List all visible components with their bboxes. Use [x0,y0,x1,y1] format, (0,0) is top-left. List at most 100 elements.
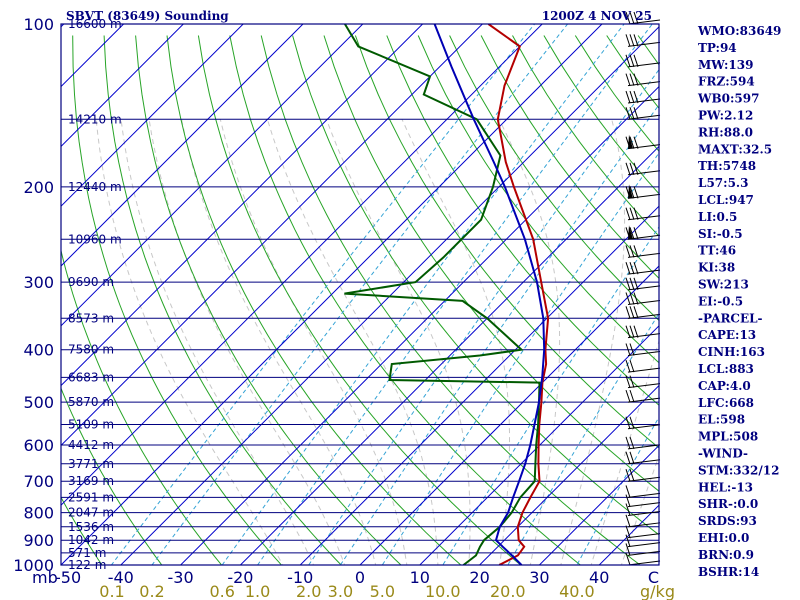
index-item: WB0:597 [697,92,759,106]
wind-barb [625,90,661,104]
isotherm-line [61,24,484,447]
dry-adiabat-line [386,35,659,406]
mixing-ratio-line [507,312,659,565]
mixing-ratio-label: 10.0 [425,582,461,600]
mixing-ratio-line [339,103,659,565]
pressure-tick-label: 1000 [13,556,54,575]
height-label: 2591 m [68,490,114,504]
temperature-tick-label: 0 [355,568,365,587]
dry-adiabat-line [103,35,342,565]
sounding-curves [344,24,550,565]
index-item: HEL:-13 [698,480,753,494]
mixing-ratio-label: 0.2 [139,582,164,600]
index-item: TH:5748 [698,159,756,173]
wind-barb [625,343,661,357]
temperature-tick-label: C [648,568,659,587]
pressure-tick-label: 500 [23,393,54,412]
index-item: -PARCEL- [698,311,763,325]
wind-barb [625,325,661,339]
temperature-tick-label: 10 [410,568,430,587]
wind-barb [625,11,661,25]
dry-adiabat-line [480,35,659,280]
index-item: BRN:0.9 [698,548,754,562]
index-item: TP:94 [698,41,737,55]
wind-barb [625,73,661,87]
pressure-tick-label: 300 [23,273,54,292]
height-label: 10960 m [68,232,122,246]
isotherm-line [179,85,659,565]
isotherm-line [239,145,659,565]
index-item: SW:213 [698,278,749,292]
dry-adiabat-line [292,35,659,536]
height-label: 7580 m [68,343,114,357]
mixing-ratio-unit: g/kg [640,582,675,600]
isotherm-line [120,26,659,565]
index-item: LFC:668 [698,396,754,410]
wind-barb [625,225,661,240]
index-item: LCL:883 [698,362,754,376]
dry-adiabat-line [449,35,659,322]
chart-title: SBVT (83649) Sounding [66,9,229,23]
index-item: EI:-0.5 [698,294,743,308]
index-item: -WIND- [698,447,748,461]
stability-indices-panel: WMO:83649 TP:94 MW:139 FRZ:594 WB0:597 PW:2.1… [697,24,781,579]
height-label: 8573 m [68,311,114,325]
pressure-tick-label: 600 [23,436,54,455]
moist-adiabat-line [590,339,659,565]
index-item: EHI:0.0 [698,531,749,545]
mixing-ratio-line [442,226,659,565]
height-label: 9690 m [68,275,114,289]
temperature-tick-label: 30 [529,568,549,587]
wind-barb [625,503,661,516]
dry-adiabat-line [354,35,659,449]
isotherm-line [61,24,244,207]
index-item: TT:46 [698,244,736,258]
wind-barb [625,277,661,291]
pressure-tick-label: 400 [23,341,54,360]
temperature-tick-label: 40 [589,568,609,587]
mixing-ratio-line [151,24,568,565]
wind-barb [625,534,661,548]
plot-border [60,23,660,566]
index-item: SHR-:0.0 [698,497,758,511]
wind-barb [625,525,661,539]
temperature-tick-label: -50 [55,568,81,587]
height-label: 4412 m [68,438,114,452]
temperature-tick-label: -40 [108,568,134,587]
dry-adiabat-line [764,36,800,577]
mixing-ratio-label: 0.6 [209,582,234,600]
height-label: 1536 m [68,520,114,534]
wind-barb [625,162,661,176]
pressure-tick-label: 100 [23,15,54,34]
moist-adiabat-line [266,119,439,565]
dry-adiabat-line [61,248,223,565]
wind-barb [625,207,661,221]
wind-barb [625,184,661,199]
height-label: 122 m [68,558,106,572]
wind-barb [625,375,661,389]
pressure-tick-label: 800 [23,504,54,523]
dewpoint-profile-line [344,24,541,565]
axis-corner-label: mb [32,568,58,587]
pressure-tick-label: 900 [23,531,54,550]
moist-adiabat-line [120,119,315,565]
isotherm-line [478,384,659,565]
wind-barb [625,245,661,258]
wind-barb [625,34,661,47]
index-item: L57:5.3 [698,176,748,190]
wind-barb [625,485,661,498]
height-label: 3169 m [68,474,114,488]
height-label: 5870 m [68,395,114,409]
wind-barb [625,436,661,450]
mixing-ratio-label: 0.1 [99,582,124,600]
wind-barb [625,134,661,150]
isotherm-line [61,24,185,148]
dry-adiabat-line [323,35,659,492]
wind-barb [625,359,661,373]
wind-barb [625,494,661,508]
isotherm-line [419,325,659,565]
wind-barb [625,292,661,306]
parcel-profile-line [433,24,546,565]
isotherm-line [61,24,603,565]
